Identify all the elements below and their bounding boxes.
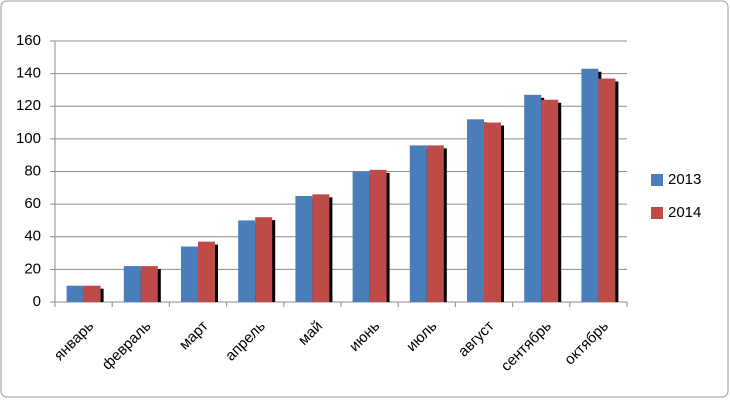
legend-label: 2014 xyxy=(668,204,701,221)
y-tick-label: 20 xyxy=(24,260,41,277)
bar xyxy=(255,217,273,302)
bar xyxy=(541,99,559,302)
y-tick-label: 120 xyxy=(16,97,41,114)
bar xyxy=(598,78,616,302)
y-tick-label: 100 xyxy=(16,130,41,147)
y-tick-label: 140 xyxy=(16,65,41,82)
bar xyxy=(352,171,370,302)
bar xyxy=(123,266,141,302)
bar xyxy=(484,122,501,302)
legend-swatch xyxy=(651,207,663,219)
bar xyxy=(238,220,256,302)
bar xyxy=(409,145,427,302)
y-tick-label: 60 xyxy=(24,195,41,212)
y-tick-label: 0 xyxy=(33,293,41,310)
y-tick-label: 160 xyxy=(16,32,41,49)
y-tick-label: 80 xyxy=(24,162,41,179)
bar xyxy=(369,169,387,302)
bar xyxy=(181,246,198,302)
bar xyxy=(426,145,444,302)
bar xyxy=(581,68,599,302)
bar xyxy=(467,119,484,302)
bar xyxy=(524,94,542,302)
bar xyxy=(198,241,215,302)
bar xyxy=(312,194,330,302)
y-tick-label: 40 xyxy=(24,228,41,245)
bar xyxy=(140,266,158,302)
bar xyxy=(83,285,101,302)
legend-swatch xyxy=(651,174,663,186)
bar xyxy=(66,285,84,302)
legend-label: 2013 xyxy=(668,171,701,188)
bar xyxy=(295,195,313,302)
